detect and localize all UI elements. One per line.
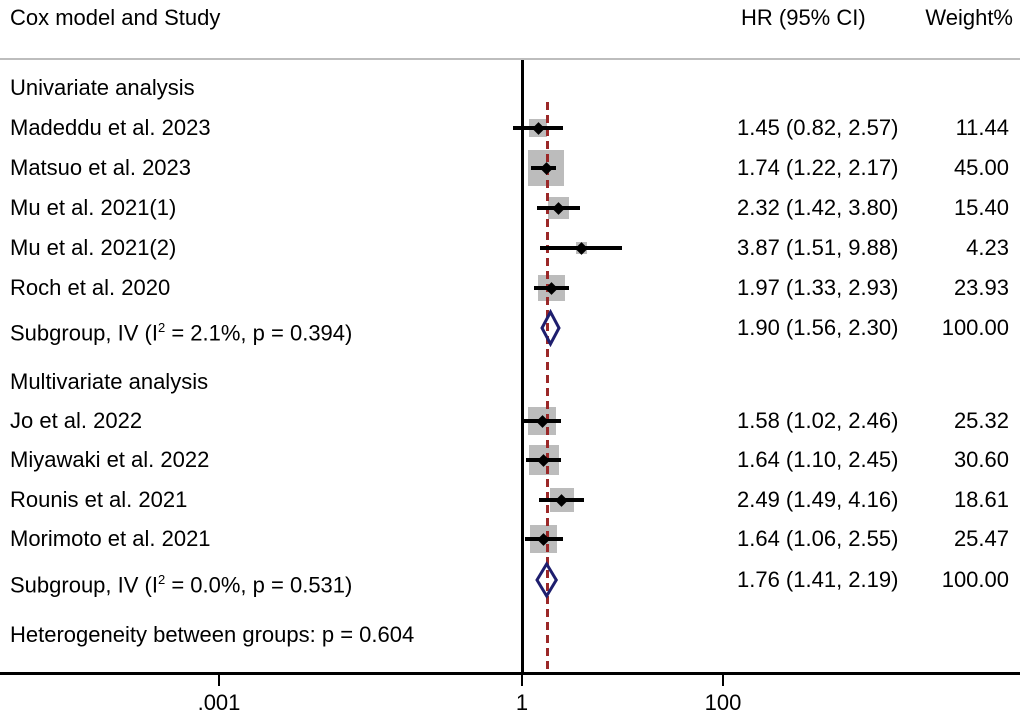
header-separator-line — [0, 58, 1020, 60]
study-label: Roch et al. 2020 — [10, 275, 171, 300]
null-effect-line — [521, 60, 524, 673]
hr-ci-value: 3.87 (1.51, 9.88) — [737, 235, 899, 260]
subgroup-label: Subgroup, IV (I2 = 2.1%, p = 0.394) — [10, 313, 353, 346]
hr-ci-value: 1.45 (0.82, 2.57) — [737, 115, 899, 140]
subgroup-label: Subgroup, IV (I2 = 0.0%, p = 0.531) — [10, 565, 353, 598]
x-tick-label-001: .001 — [197, 690, 241, 715]
hr-ci-value: 1.64 (1.10, 2.45) — [737, 447, 899, 472]
weight-value: 30.60 — [953, 447, 1009, 472]
subgroup-hr-ci-value: 1.76 (1.41, 2.19) — [737, 567, 899, 592]
x-tick-100 — [722, 674, 724, 686]
subgroup-weight-value: 100.00 — [941, 315, 1009, 340]
subgroup-label-part: = 0.0%, p = 0.531) — [165, 572, 353, 598]
subgroup-label-part: 2 — [157, 320, 166, 335]
subgroup-diamond-shape — [535, 561, 559, 599]
subgroup-pooled-diamond — [535, 561, 559, 599]
overall-estimate-dashed-line — [546, 102, 549, 672]
group-header: Univariate analysis — [10, 75, 195, 100]
x-axis-line — [0, 672, 1020, 675]
weight-value: 25.32 — [953, 408, 1009, 433]
column-header-hr-ci: HR (95% CI) — [741, 5, 866, 30]
study-label: Matsuo et al. 2023 — [10, 155, 192, 180]
hr-ci-value: 1.74 (1.22, 2.17) — [737, 155, 899, 180]
x-tick-label-100: 100 — [704, 690, 742, 715]
x-tick-001 — [218, 674, 220, 686]
x-tick-label-1: 1 — [515, 690, 529, 715]
column-header-study: Cox model and Study — [10, 5, 221, 30]
column-header-weight: Weight% — [925, 5, 1013, 30]
weight-value: 18.61 — [953, 487, 1009, 512]
group-header: Multivariate analysis — [10, 369, 209, 394]
subgroup-weight-value: 100.00 — [941, 567, 1009, 592]
weight-value: 11.44 — [955, 115, 1009, 140]
hr-ci-value: 2.49 (1.49, 4.16) — [737, 487, 899, 512]
hr-ci-value: 2.32 (1.42, 3.80) — [737, 195, 899, 220]
subgroup-pooled-diamond — [539, 309, 561, 347]
subgroup-label-part: Subgroup, IV (I — [10, 320, 158, 346]
study-label: Madeddu et al. 2023 — [10, 115, 211, 140]
weight-value: 4.23 — [966, 235, 1009, 260]
subgroup-label-part: Subgroup, IV (I — [10, 572, 158, 598]
hr-ci-value: 1.58 (1.02, 2.46) — [737, 408, 899, 433]
study-label: Morimoto et al. 2021 — [10, 526, 211, 551]
subgroup-label-part: 2 — [157, 572, 166, 587]
x-tick-1 — [521, 674, 523, 686]
study-label: Jo et al. 2022 — [10, 408, 143, 433]
subgroup-diamond-shape — [539, 309, 561, 347]
weight-value: 25.47 — [953, 526, 1009, 551]
study-label: Rounis et al. 2021 — [10, 487, 188, 512]
study-label: Miyawaki et al. 2022 — [10, 447, 210, 472]
hr-ci-value: 1.97 (1.33, 2.93) — [737, 275, 899, 300]
subgroup-label-part: = 2.1%, p = 0.394) — [165, 320, 353, 346]
weight-value: 15.40 — [953, 195, 1009, 220]
hr-ci-value: 1.64 (1.06, 2.55) — [737, 526, 899, 551]
study-label: Mu et al. 2021(2) — [10, 235, 177, 260]
study-label: Mu et al. 2021(1) — [10, 195, 177, 220]
weight-value: 23.93 — [953, 275, 1009, 300]
weight-value: 45.00 — [953, 155, 1009, 180]
subgroup-hr-ci-value: 1.90 (1.56, 2.30) — [737, 315, 899, 340]
heterogeneity-note: Heterogeneity between groups: p = 0.604 — [10, 622, 415, 647]
